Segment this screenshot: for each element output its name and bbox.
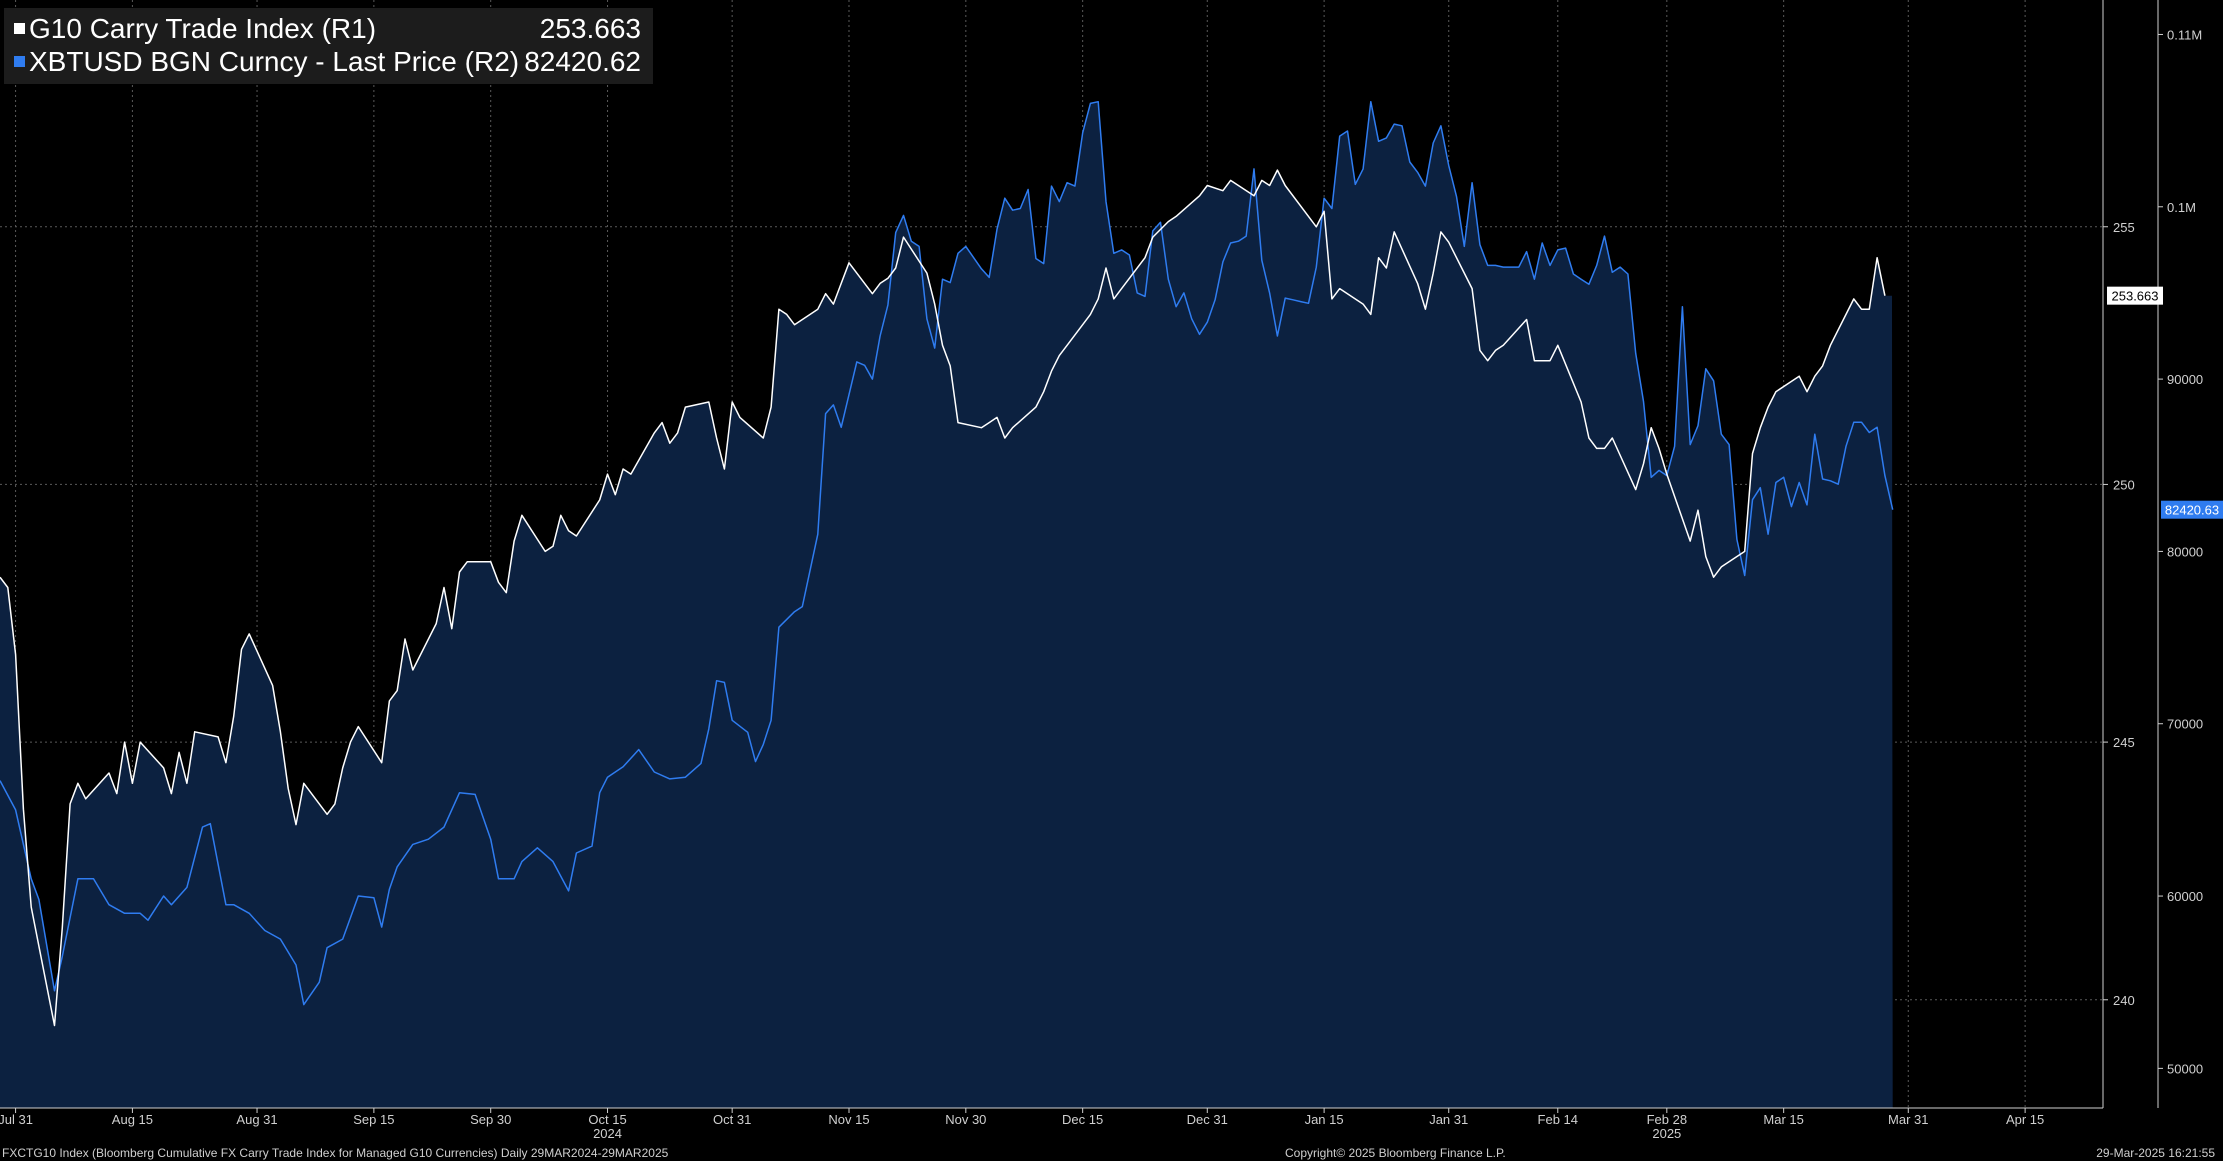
- x-tick-label: Nov 30: [945, 1112, 986, 1127]
- year-label: 2024: [593, 1126, 622, 1141]
- r1-tick-label: 255: [2113, 220, 2135, 235]
- x-tick-label: Apr 15: [2006, 1112, 2044, 1127]
- year-label: 2025: [1652, 1126, 1681, 1141]
- legend-value-series1: 253.663: [539, 13, 641, 44]
- label-layer: 253.663 82420.63: [2107, 286, 2223, 519]
- x-tick-label: Jan 31: [1429, 1112, 1468, 1127]
- legend-name-series2: XBTUSD BGN Curncy - Last Price (R2): [29, 46, 520, 77]
- r1-tick-label: 245: [2113, 735, 2135, 750]
- x-tick-label: Nov 15: [828, 1112, 869, 1127]
- legend-value-series2: 82420.62: [524, 46, 641, 77]
- footer-center: Copyright© 2025 Bloomberg Finance L.P.: [1285, 1146, 1506, 1160]
- x-tick-label: Mar 31: [1888, 1112, 1928, 1127]
- x-tick-label: Feb 28: [1647, 1112, 1687, 1127]
- r1-tick-label: 240: [2113, 993, 2135, 1008]
- x-tick-label: Mar 15: [1763, 1112, 1803, 1127]
- x-tick-label: Oct 31: [713, 1112, 751, 1127]
- area-fill: [0, 101, 1893, 1108]
- legend-row-series1[interactable]: G10 Carry Trade Index (R1) 253.663: [14, 12, 641, 45]
- r2-tick-label: 0.1M: [2167, 200, 2196, 215]
- x-tick-label: Oct 15: [588, 1112, 626, 1127]
- last-value-label-r1: 253.663: [2112, 289, 2159, 304]
- series-layer: [0, 100, 1894, 1027]
- x-tick-label: Jul 31: [0, 1112, 33, 1127]
- axis-layer: Jul 31 Aug 15 Aug 31 Sep 15 Sep 30 Oct 15 Oct …: [0, 0, 2203, 1141]
- r2-tick-label: 70000: [2167, 717, 2203, 732]
- r2-tick-label: 80000: [2167, 544, 2203, 559]
- x-tick-label: Sep 15: [353, 1112, 394, 1127]
- series-line-xbtusd: [0, 100, 1894, 1006]
- legend-name-series1: G10 Carry Trade Index (R1): [29, 13, 377, 44]
- legend-swatch-series1: [14, 23, 25, 34]
- last-value-box-r2: [2161, 500, 2223, 519]
- x-tick-label: Sep 30: [470, 1112, 511, 1127]
- x-tick-label: Dec 15: [1062, 1112, 1103, 1127]
- r2-tick-label: 50000: [2167, 1061, 2203, 1076]
- x-tick-label: Jan 15: [1305, 1112, 1344, 1127]
- x-tick-label: Aug 31: [236, 1112, 277, 1127]
- r2-tick-label: 60000: [2167, 889, 2203, 904]
- last-value-label-r2: 82420.63: [2165, 503, 2219, 518]
- legend-row-series2[interactable]: XBTUSD BGN Curncy - Last Price (R2) 8242…: [14, 45, 641, 78]
- last-value-box-r1: [2107, 286, 2163, 305]
- footer-left: FXCTG10 Index (Bloomberg Cumulative FX C…: [2, 1146, 669, 1160]
- series-line-g10-carry: [0, 169, 1886, 1027]
- r2-tick-label: 90000: [2167, 372, 2203, 387]
- r1-tick-label: 250: [2113, 477, 2135, 492]
- legend: G10 Carry Trade Index (R1) 253.663 XBTUS…: [4, 8, 653, 84]
- legend-swatch-series2: [14, 56, 25, 67]
- footer-right: 29-Mar-2025 16:21:55: [2096, 1146, 2215, 1160]
- r2-tick-label: 0.11M: [2167, 27, 2202, 42]
- x-tick-label: Dec 31: [1187, 1112, 1228, 1127]
- x-tick-label: Aug 15: [112, 1112, 153, 1127]
- x-tick-label: Feb 14: [1538, 1112, 1578, 1127]
